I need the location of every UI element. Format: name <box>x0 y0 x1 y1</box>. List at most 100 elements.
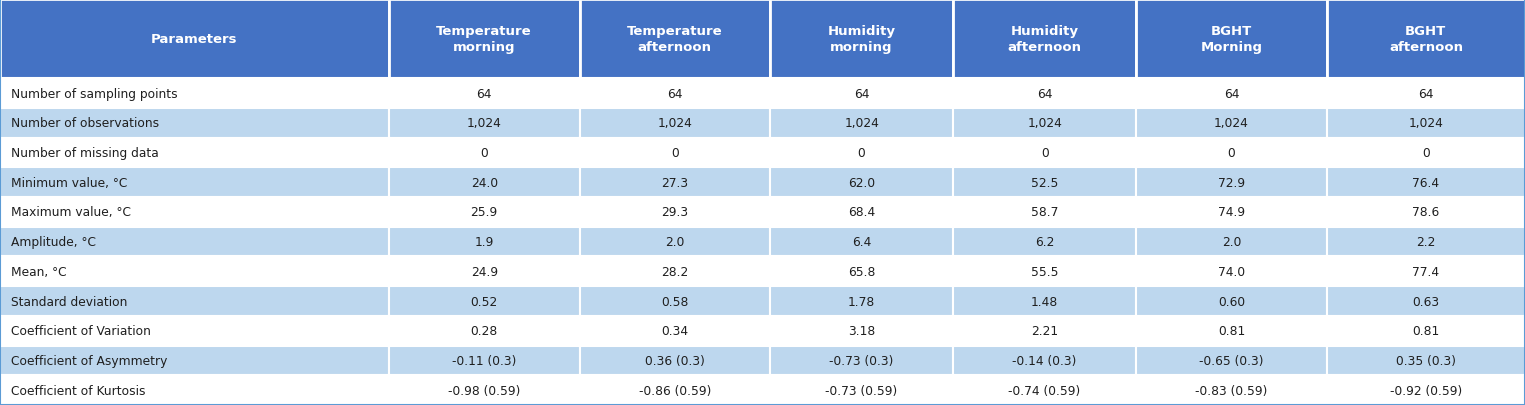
Bar <box>1327 198 1525 227</box>
Bar <box>1136 346 1327 375</box>
Bar <box>580 0 770 79</box>
Text: 64: 64 <box>1223 87 1240 100</box>
Bar <box>580 257 770 286</box>
Text: BGHT
Morning: BGHT Morning <box>1200 25 1263 54</box>
Text: 6.4: 6.4 <box>852 235 871 249</box>
Text: 65.8: 65.8 <box>848 265 875 278</box>
Text: Number of missing data: Number of missing data <box>11 147 159 160</box>
Bar <box>953 375 1136 405</box>
Bar <box>0 286 389 316</box>
Text: -0.92 (0.59): -0.92 (0.59) <box>1389 384 1462 396</box>
Bar <box>953 198 1136 227</box>
Text: 1,024: 1,024 <box>1028 117 1061 130</box>
Text: 64: 64 <box>476 87 493 100</box>
Bar <box>580 346 770 375</box>
Text: 64: 64 <box>1037 87 1052 100</box>
Bar <box>953 109 1136 138</box>
Text: 74.0: 74.0 <box>1218 265 1244 278</box>
Text: -0.98 (0.59): -0.98 (0.59) <box>448 384 520 396</box>
Bar <box>770 109 953 138</box>
Text: 0: 0 <box>1040 147 1049 160</box>
Bar <box>1327 286 1525 316</box>
Bar <box>953 286 1136 316</box>
Bar <box>953 316 1136 346</box>
Text: 2.0: 2.0 <box>1222 235 1241 249</box>
Text: Standard deviation: Standard deviation <box>11 295 127 308</box>
Bar <box>580 138 770 168</box>
Text: 0.52: 0.52 <box>471 295 497 308</box>
Bar <box>770 375 953 405</box>
Text: -0.65 (0.3): -0.65 (0.3) <box>1199 354 1264 367</box>
Text: 0.58: 0.58 <box>662 295 688 308</box>
Text: Coefficient of Asymmetry: Coefficient of Asymmetry <box>11 354 168 367</box>
Text: Amplitude, °C: Amplitude, °C <box>11 235 96 249</box>
Bar <box>0 316 389 346</box>
Bar <box>389 79 580 109</box>
Bar <box>770 286 953 316</box>
Bar <box>0 257 389 286</box>
Bar <box>1136 257 1327 286</box>
Text: 62.0: 62.0 <box>848 176 875 189</box>
Bar <box>770 198 953 227</box>
Bar <box>953 0 1136 79</box>
Text: 76.4: 76.4 <box>1412 176 1440 189</box>
Bar <box>389 138 580 168</box>
Bar <box>389 316 580 346</box>
Text: 52.5: 52.5 <box>1031 176 1058 189</box>
Text: 0.34: 0.34 <box>662 324 688 337</box>
Bar <box>580 79 770 109</box>
Text: 0: 0 <box>1421 147 1430 160</box>
Text: 74.9: 74.9 <box>1218 206 1244 219</box>
Text: 24.9: 24.9 <box>471 265 497 278</box>
Text: 0.81: 0.81 <box>1218 324 1244 337</box>
Bar <box>770 79 953 109</box>
Bar <box>389 227 580 257</box>
Bar <box>0 168 389 198</box>
Text: 64: 64 <box>1418 87 1433 100</box>
Bar <box>1327 346 1525 375</box>
Text: -0.73 (0.3): -0.73 (0.3) <box>830 354 894 367</box>
Text: 1.48: 1.48 <box>1031 295 1058 308</box>
Bar <box>1136 79 1327 109</box>
Text: 0.35 (0.3): 0.35 (0.3) <box>1395 354 1456 367</box>
Text: -0.74 (0.59): -0.74 (0.59) <box>1008 384 1081 396</box>
Bar <box>1136 168 1327 198</box>
Bar <box>770 257 953 286</box>
Text: 0: 0 <box>671 147 679 160</box>
Text: 58.7: 58.7 <box>1031 206 1058 219</box>
Text: -0.73 (0.59): -0.73 (0.59) <box>825 384 898 396</box>
Bar <box>389 109 580 138</box>
Text: -0.11 (0.3): -0.11 (0.3) <box>451 354 517 367</box>
Bar <box>389 286 580 316</box>
Bar <box>1327 375 1525 405</box>
Text: 1.78: 1.78 <box>848 295 875 308</box>
Text: Number of sampling points: Number of sampling points <box>11 87 177 100</box>
Text: 29.3: 29.3 <box>662 206 688 219</box>
Bar <box>1136 286 1327 316</box>
Text: 0.81: 0.81 <box>1412 324 1440 337</box>
Bar <box>770 346 953 375</box>
Text: 64: 64 <box>854 87 869 100</box>
Bar <box>770 0 953 79</box>
Bar <box>389 346 580 375</box>
Bar <box>1327 0 1525 79</box>
Bar <box>953 138 1136 168</box>
Text: BGHT
afternoon: BGHT afternoon <box>1389 25 1462 54</box>
Bar <box>1136 198 1327 227</box>
Bar <box>389 375 580 405</box>
Bar <box>1327 79 1525 109</box>
Text: -0.83 (0.59): -0.83 (0.59) <box>1196 384 1267 396</box>
Text: 3.18: 3.18 <box>848 324 875 337</box>
Bar <box>0 227 389 257</box>
Text: 2.0: 2.0 <box>665 235 685 249</box>
Text: Number of observations: Number of observations <box>11 117 159 130</box>
Bar <box>1327 316 1525 346</box>
Text: 28.2: 28.2 <box>662 265 688 278</box>
Bar <box>580 109 770 138</box>
Text: 0: 0 <box>480 147 488 160</box>
Bar <box>770 227 953 257</box>
Bar <box>1136 316 1327 346</box>
Bar <box>389 0 580 79</box>
Bar <box>0 79 389 109</box>
Text: 24.0: 24.0 <box>471 176 497 189</box>
